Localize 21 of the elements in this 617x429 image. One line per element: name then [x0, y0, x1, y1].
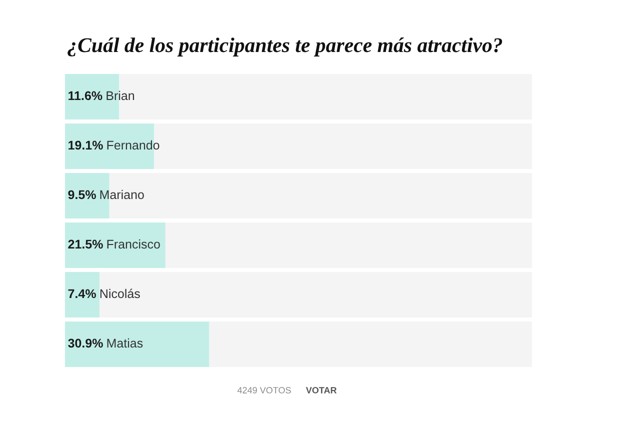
bar — [65, 272, 100, 318]
text: VOTAR — [306, 387, 337, 394]
y-tick-label: Francisco — [107, 239, 160, 249]
y-tick-label: Matias — [107, 338, 143, 348]
bar — [165, 222, 532, 268]
y-tick-label: Brian — [106, 90, 134, 100]
bar — [209, 321, 532, 368]
data-label: 11.6% — [68, 91, 102, 100]
bar — [65, 222, 166, 268]
y-tick-label: Fernando — [107, 140, 160, 150]
data-label: 30.9% — [68, 338, 103, 348]
chart-title: ¿Cuál de los participantes te parece más atractivo? — [68, 38, 502, 56]
data-label: 9.5% — [68, 190, 96, 200]
data-label: 21.5% — [68, 240, 103, 249]
bar — [100, 272, 532, 318]
y-tick-label: Mariano — [100, 190, 144, 200]
text: 4249 VOTOS — [237, 387, 291, 394]
y-tick-label: Nicolás — [100, 288, 140, 298]
bar — [65, 321, 210, 368]
data-label: 7.4% — [68, 289, 96, 298]
data-label: 19.1% — [68, 140, 103, 150]
